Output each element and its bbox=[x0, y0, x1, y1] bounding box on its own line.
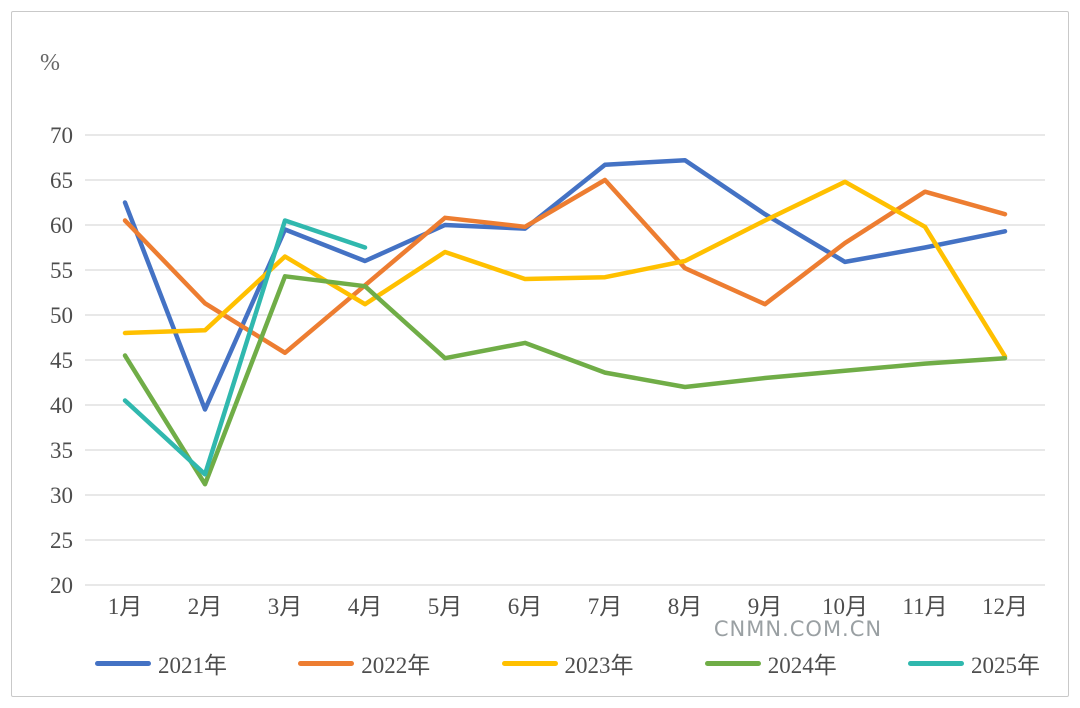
x-tick-label: 11月 bbox=[902, 594, 947, 619]
legend: 2021年 2022年 2023年 2024年 2025年 bbox=[95, 646, 1040, 680]
y-tick-label: 50 bbox=[50, 303, 73, 328]
x-tick-label: 3月 bbox=[268, 594, 303, 619]
legend-swatch bbox=[501, 660, 558, 666]
series-line-2025 bbox=[122, 218, 368, 477]
x-tick-label: 4月 bbox=[348, 594, 383, 619]
series-line-2023 bbox=[122, 179, 1008, 359]
legend-label: 2024年 bbox=[767, 653, 837, 678]
line-chart: 70 65 60 55 50 45 40 35 30 25 20 1月 2月 3月 4月 5月 6月 7月 8月 9月… bbox=[50, 123, 1045, 619]
y-tick-label: 70 bbox=[50, 123, 73, 148]
y-tick-label: 20 bbox=[50, 573, 73, 598]
legend-swatch bbox=[298, 660, 355, 666]
legend-item-2024: 2024年 bbox=[704, 646, 837, 680]
y-tick-label: 65 bbox=[50, 168, 73, 193]
x-tick-label: 12月 bbox=[982, 594, 1028, 619]
x-tick-label: 2月 bbox=[188, 594, 223, 619]
legend-label: 2021年 bbox=[158, 653, 227, 678]
legend-swatch bbox=[908, 660, 964, 666]
x-tick-label: 7月 bbox=[588, 594, 623, 619]
legend-swatch bbox=[704, 660, 761, 666]
legend-item-2021: 2021年 bbox=[95, 646, 227, 680]
legend-label: 2022年 bbox=[361, 653, 431, 678]
y-tick-label: 40 bbox=[50, 393, 73, 418]
x-tick-label: 5月 bbox=[428, 594, 463, 619]
y-tick-label: 55 bbox=[50, 258, 73, 283]
legend-label: 2023年 bbox=[564, 653, 634, 678]
chart-card bbox=[11, 11, 1069, 697]
x-tick-label: 6月 bbox=[508, 594, 543, 619]
series-line-2024 bbox=[122, 274, 1008, 487]
y-tick-label: 60 bbox=[50, 213, 73, 238]
y-tick-label: 25 bbox=[50, 528, 73, 553]
x-tick-label: 9月 bbox=[748, 594, 783, 619]
legend-swatch bbox=[95, 660, 151, 666]
y-axis-unit-label: % bbox=[40, 50, 60, 76]
x-tick-label: 1月 bbox=[108, 594, 143, 619]
x-tick-label: 8月 bbox=[668, 594, 703, 619]
y-tick-label: 30 bbox=[50, 483, 73, 508]
series-line-2022 bbox=[122, 177, 1008, 356]
legend-item-2025: 2025年 bbox=[908, 646, 1040, 680]
watermark: CNMN.COM.CN bbox=[713, 617, 883, 641]
legend-item-2023: 2023年 bbox=[501, 646, 634, 680]
x-tick-label: 10月 bbox=[822, 594, 868, 619]
y-tick-label: 45 bbox=[50, 348, 73, 373]
legend-item-2022: 2022年 bbox=[298, 646, 430, 680]
y-tick-label: 35 bbox=[50, 438, 73, 463]
legend-label: 2025年 bbox=[971, 653, 1040, 678]
